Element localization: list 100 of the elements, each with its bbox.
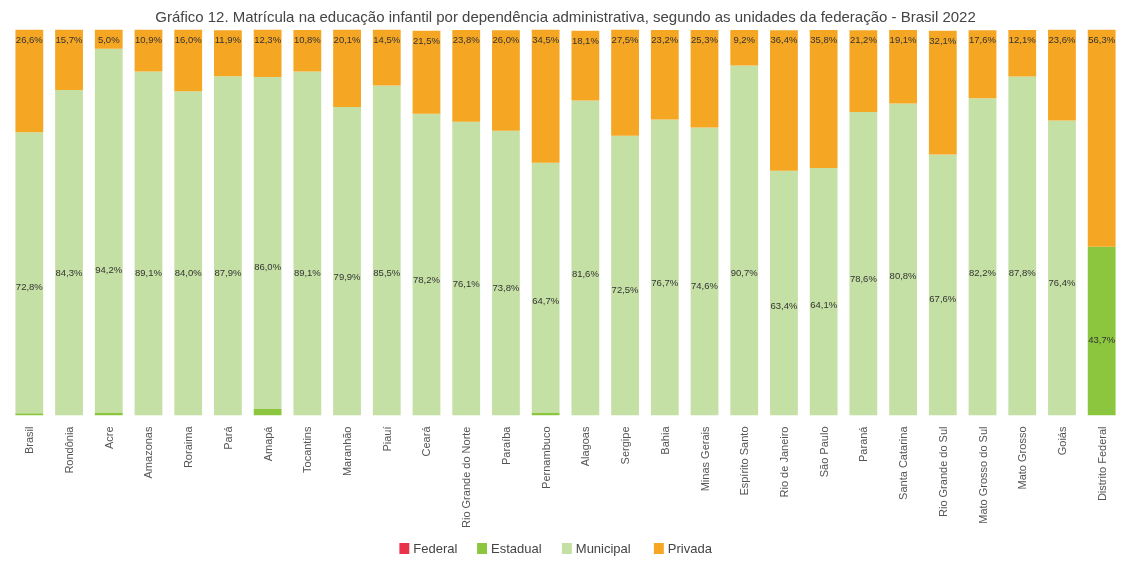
bar — [571, 100, 600, 416]
bar — [889, 103, 917, 416]
bar — [174, 91, 203, 416]
data-label: 78,6% — [849, 273, 878, 285]
data-label: 82,2% — [969, 267, 997, 279]
data-label: 81,6% — [571, 268, 600, 280]
bar — [1048, 29, 1076, 121]
bar — [55, 90, 83, 416]
bar — [730, 65, 759, 416]
bar — [650, 29, 679, 120]
legend-label: Privada — [667, 541, 713, 556]
bar — [253, 408, 282, 416]
bar — [134, 71, 163, 416]
bar — [452, 121, 481, 416]
data-label: 64,7% — [532, 294, 560, 306]
x-tick-label: Pernambuco — [539, 426, 552, 489]
bar — [770, 170, 798, 416]
x-tick-label: São Paulo — [817, 426, 830, 478]
data-label: 20,1% — [333, 33, 362, 45]
data-label: 15,7% — [55, 33, 84, 45]
data-label: 94,2% — [95, 264, 123, 276]
data-label: 78,2% — [413, 274, 441, 286]
bar — [928, 154, 957, 416]
x-tick-label: Rio de Janeiro — [777, 426, 790, 498]
x-tick-label: Mato Grosso do Sul — [976, 426, 989, 524]
bar — [253, 29, 282, 77]
data-label: 63,4% — [770, 299, 798, 311]
data-label: 23,2% — [651, 34, 679, 46]
bar — [770, 30, 798, 171]
x-tick-label: Goiás — [1055, 426, 1068, 456]
legend-label: Federal — [413, 541, 458, 556]
bar — [690, 29, 719, 128]
data-label: 36,4% — [770, 34, 798, 46]
data-label: 76,4% — [1048, 277, 1076, 289]
data-label: 73,8% — [492, 281, 520, 293]
bar — [1008, 29, 1037, 77]
bar — [412, 113, 441, 416]
legend-label: Estadual — [490, 541, 542, 556]
data-label: 85,5% — [373, 267, 401, 279]
bar — [293, 71, 322, 416]
bar — [15, 29, 44, 133]
x-tick-label: Sergipe — [619, 426, 632, 465]
bar — [1087, 246, 1116, 416]
x-tick-label: Tocantins — [301, 426, 314, 473]
data-label: 67,6% — [929, 292, 957, 304]
x-tick-label: Amapá — [261, 425, 274, 462]
data-label: 87,8% — [1008, 267, 1037, 279]
x-tick-label: Brasil — [23, 426, 36, 455]
data-label: 23,8% — [452, 34, 481, 46]
data-label: 26,0% — [492, 34, 520, 46]
data-label: 23,6% — [1048, 33, 1076, 45]
bar — [968, 98, 997, 416]
bar — [94, 412, 123, 416]
data-label: 72,5% — [611, 284, 640, 296]
data-label: 12,3% — [254, 33, 282, 45]
data-label: 79,9% — [333, 271, 362, 283]
data-label: 89,1% — [293, 267, 322, 279]
x-tick-label: Mato Grosso — [1016, 426, 1029, 490]
bar — [452, 29, 481, 122]
bar — [333, 107, 361, 416]
bar — [849, 30, 878, 113]
bar — [1087, 29, 1116, 247]
data-label: 89,1% — [135, 267, 163, 279]
bar — [531, 29, 560, 163]
bar — [333, 29, 361, 108]
x-tick-label: Acre — [102, 426, 115, 450]
data-label: 25,3% — [691, 34, 719, 46]
bar — [1008, 76, 1037, 416]
x-tick-label: Espírito Santo — [738, 426, 751, 496]
bar — [889, 29, 917, 104]
bar — [928, 30, 957, 155]
x-tick-label: Pará — [221, 425, 234, 450]
bar — [293, 29, 322, 72]
bar — [611, 29, 639, 136]
x-tick-label: Rondônia — [63, 425, 76, 474]
bar — [372, 85, 401, 416]
bar — [372, 29, 401, 86]
bar — [55, 29, 83, 91]
data-label: 10,8% — [293, 34, 322, 46]
bar — [809, 168, 838, 416]
bar — [174, 29, 203, 92]
data-label: 76,7% — [651, 276, 679, 288]
data-label: 84,0% — [174, 267, 203, 279]
bar — [531, 412, 560, 416]
bar — [968, 30, 997, 99]
x-tick-label: Amazonas — [142, 426, 155, 479]
data-label: 19,1% — [889, 34, 918, 46]
legend-label: Municipal — [575, 541, 631, 556]
data-label: 27,5% — [611, 33, 640, 45]
data-label: 16,0% — [174, 33, 203, 45]
data-label: 86,0% — [254, 260, 282, 272]
x-tick-label: Roraima — [182, 425, 195, 469]
data-label: 43,7% — [1088, 334, 1116, 346]
bar — [571, 30, 600, 101]
x-tick-label: Ceará — [420, 425, 433, 457]
bar — [849, 112, 878, 416]
data-label: 21,5% — [413, 34, 441, 46]
x-tick-label: Bahia — [658, 425, 671, 455]
data-label: 84,3% — [55, 267, 84, 279]
bar — [1048, 120, 1076, 416]
